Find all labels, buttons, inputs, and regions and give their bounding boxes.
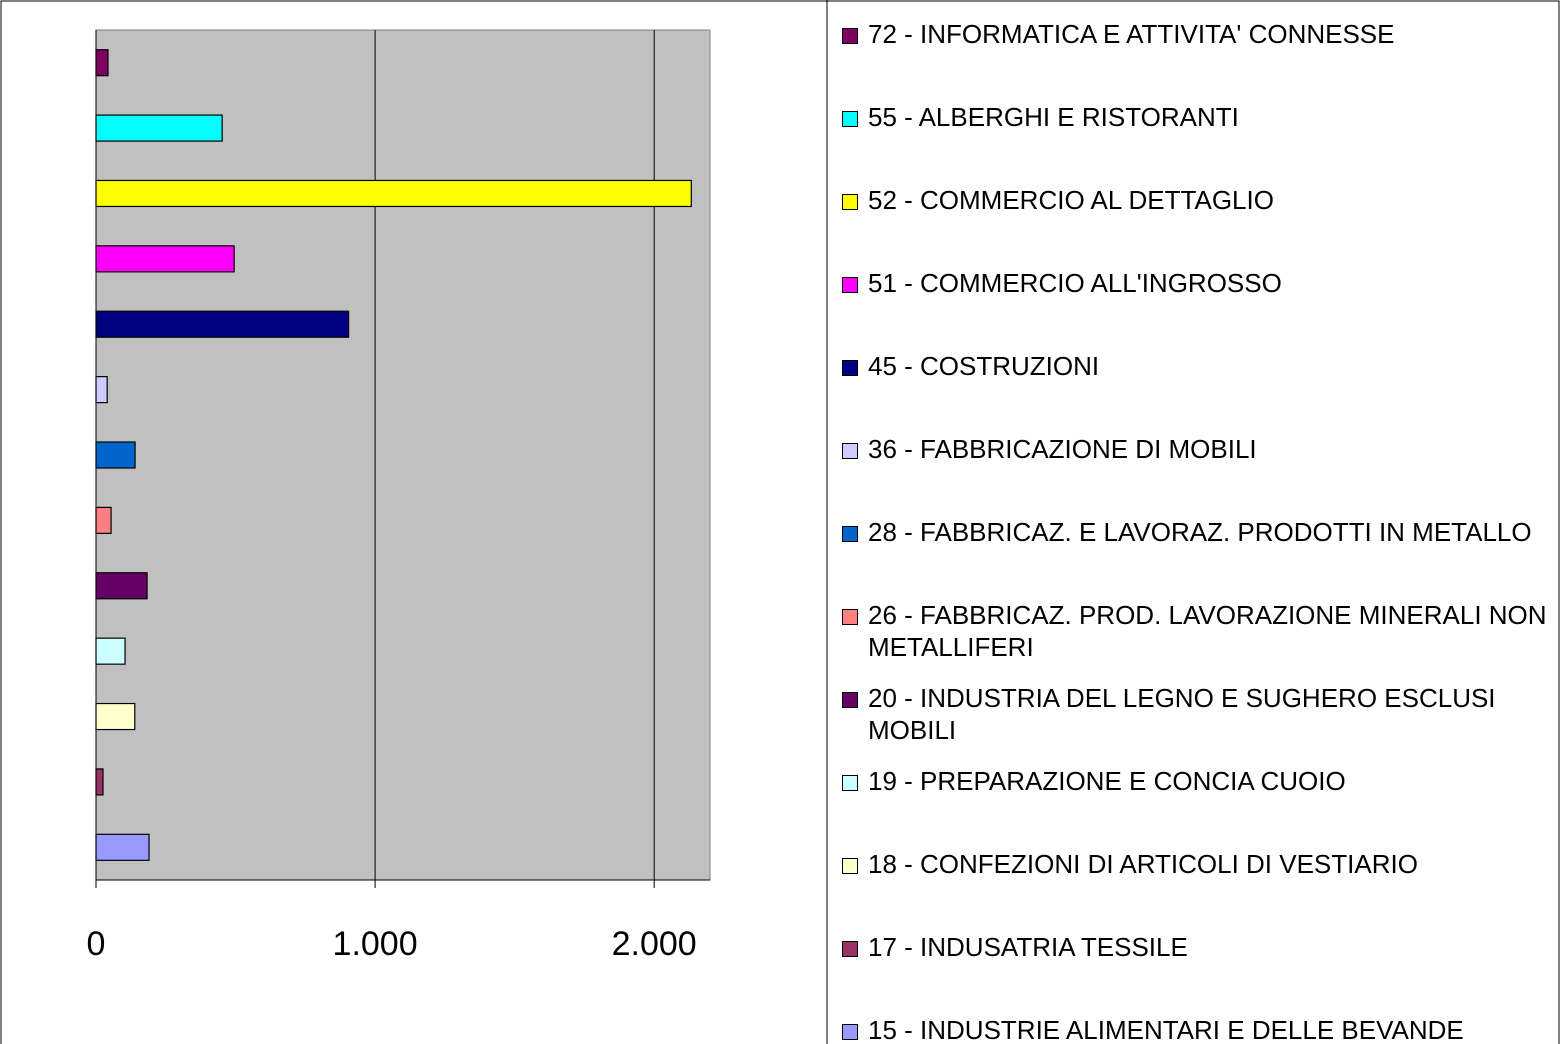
legend-swatch [842,443,858,459]
legend-label: 26 - FABBRICAZ. PROD. LAVORAZIONE MINERA… [868,600,1547,662]
bar [95,833,150,861]
legend-swatch [842,692,858,708]
x-tick-label: 1.000 [333,925,418,963]
bar [95,49,109,77]
legend-item: 45 - COSTRUZIONI [840,350,1555,382]
bar [95,441,136,469]
legend-label: 72 - INFORMATICA E ATTIVITA' CONNESSE [868,19,1395,49]
bar [95,310,350,338]
legend-item: 55 - ALBERGHI E RISTORANTI [840,101,1555,133]
legend-label: 36 - FABBRICAZIONE DI MOBILI [868,434,1257,464]
legend-swatch [842,28,858,44]
x-tick-label: 2.000 [612,925,697,963]
legend-label: 28 - FABBRICAZ. E LAVORAZ. PRODOTTI IN M… [868,517,1532,547]
legend-item: 19 - PREPARAZIONE E CONCIA CUOIO [840,765,1555,797]
legend-swatch [842,941,858,957]
legend-swatch [842,194,858,210]
bar [95,179,692,208]
legend-swatch [842,1024,858,1040]
bar [95,376,108,404]
legend-label: 19 - PREPARAZIONE E CONCIA CUOIO [868,766,1346,796]
legend-item: 36 - FABBRICAZIONE DI MOBILI [840,433,1555,465]
legend-label: 51 - COMMERCIO ALL'INGROSSO [868,268,1282,298]
legend-swatch [842,277,858,293]
legend-item: 72 - INFORMATICA E ATTIVITA' CONNESSE [840,18,1555,50]
legend-item: 52 - COMMERCIO AL DETTAGLIO [840,184,1555,216]
legend-swatch [842,360,858,376]
legend-swatch [842,609,858,625]
x-tick-label: 0 [87,925,106,963]
legend-item: 18 - CONFEZIONI DI ARTICOLI DI VESTIARIO [840,848,1555,880]
legend-item: 51 - COMMERCIO ALL'INGROSSO [840,267,1555,299]
bar [95,768,104,796]
bar [95,702,136,731]
legend-swatch [842,111,858,127]
legend-label: 55 - ALBERGHI E RISTORANTI [868,102,1239,132]
legend-item: 15 - INDUSTRIE ALIMENTARI E DELLE BEVAND… [840,1014,1555,1044]
legend-label: 52 - COMMERCIO AL DETTAGLIO [868,185,1274,215]
legend-item: 20 - INDUSTRIA DEL LEGNO E SUGHERO ESCLU… [840,682,1555,746]
legend-label: 18 - CONFEZIONI DI ARTICOLI DI VESTIARIO [868,849,1418,879]
plot-area [95,29,711,881]
bar [95,506,112,534]
legend-item: 17 - INDUSATRIA TESSILE [840,931,1555,963]
bar [95,114,223,142]
legend-item: 28 - FABBRICAZ. E LAVORAZ. PRODOTTI IN M… [840,516,1555,548]
legend-label: 17 - INDUSATRIA TESSILE [868,932,1188,962]
legend-label: 45 - COSTRUZIONI [868,351,1100,381]
bar [95,572,148,600]
legend-swatch [842,858,858,874]
legend-item: 26 - FABBRICAZ. PROD. LAVORAZIONE MINERA… [840,599,1555,663]
legend-label: 20 - INDUSTRIA DEL LEGNO E SUGHERO ESCLU… [868,683,1496,745]
legend-swatch [842,526,858,542]
legend-swatch [842,775,858,791]
legend-label: 15 - INDUSTRIE ALIMENTARI E DELLE BEVAND… [868,1015,1464,1044]
bar [95,245,235,273]
bar [95,637,126,665]
